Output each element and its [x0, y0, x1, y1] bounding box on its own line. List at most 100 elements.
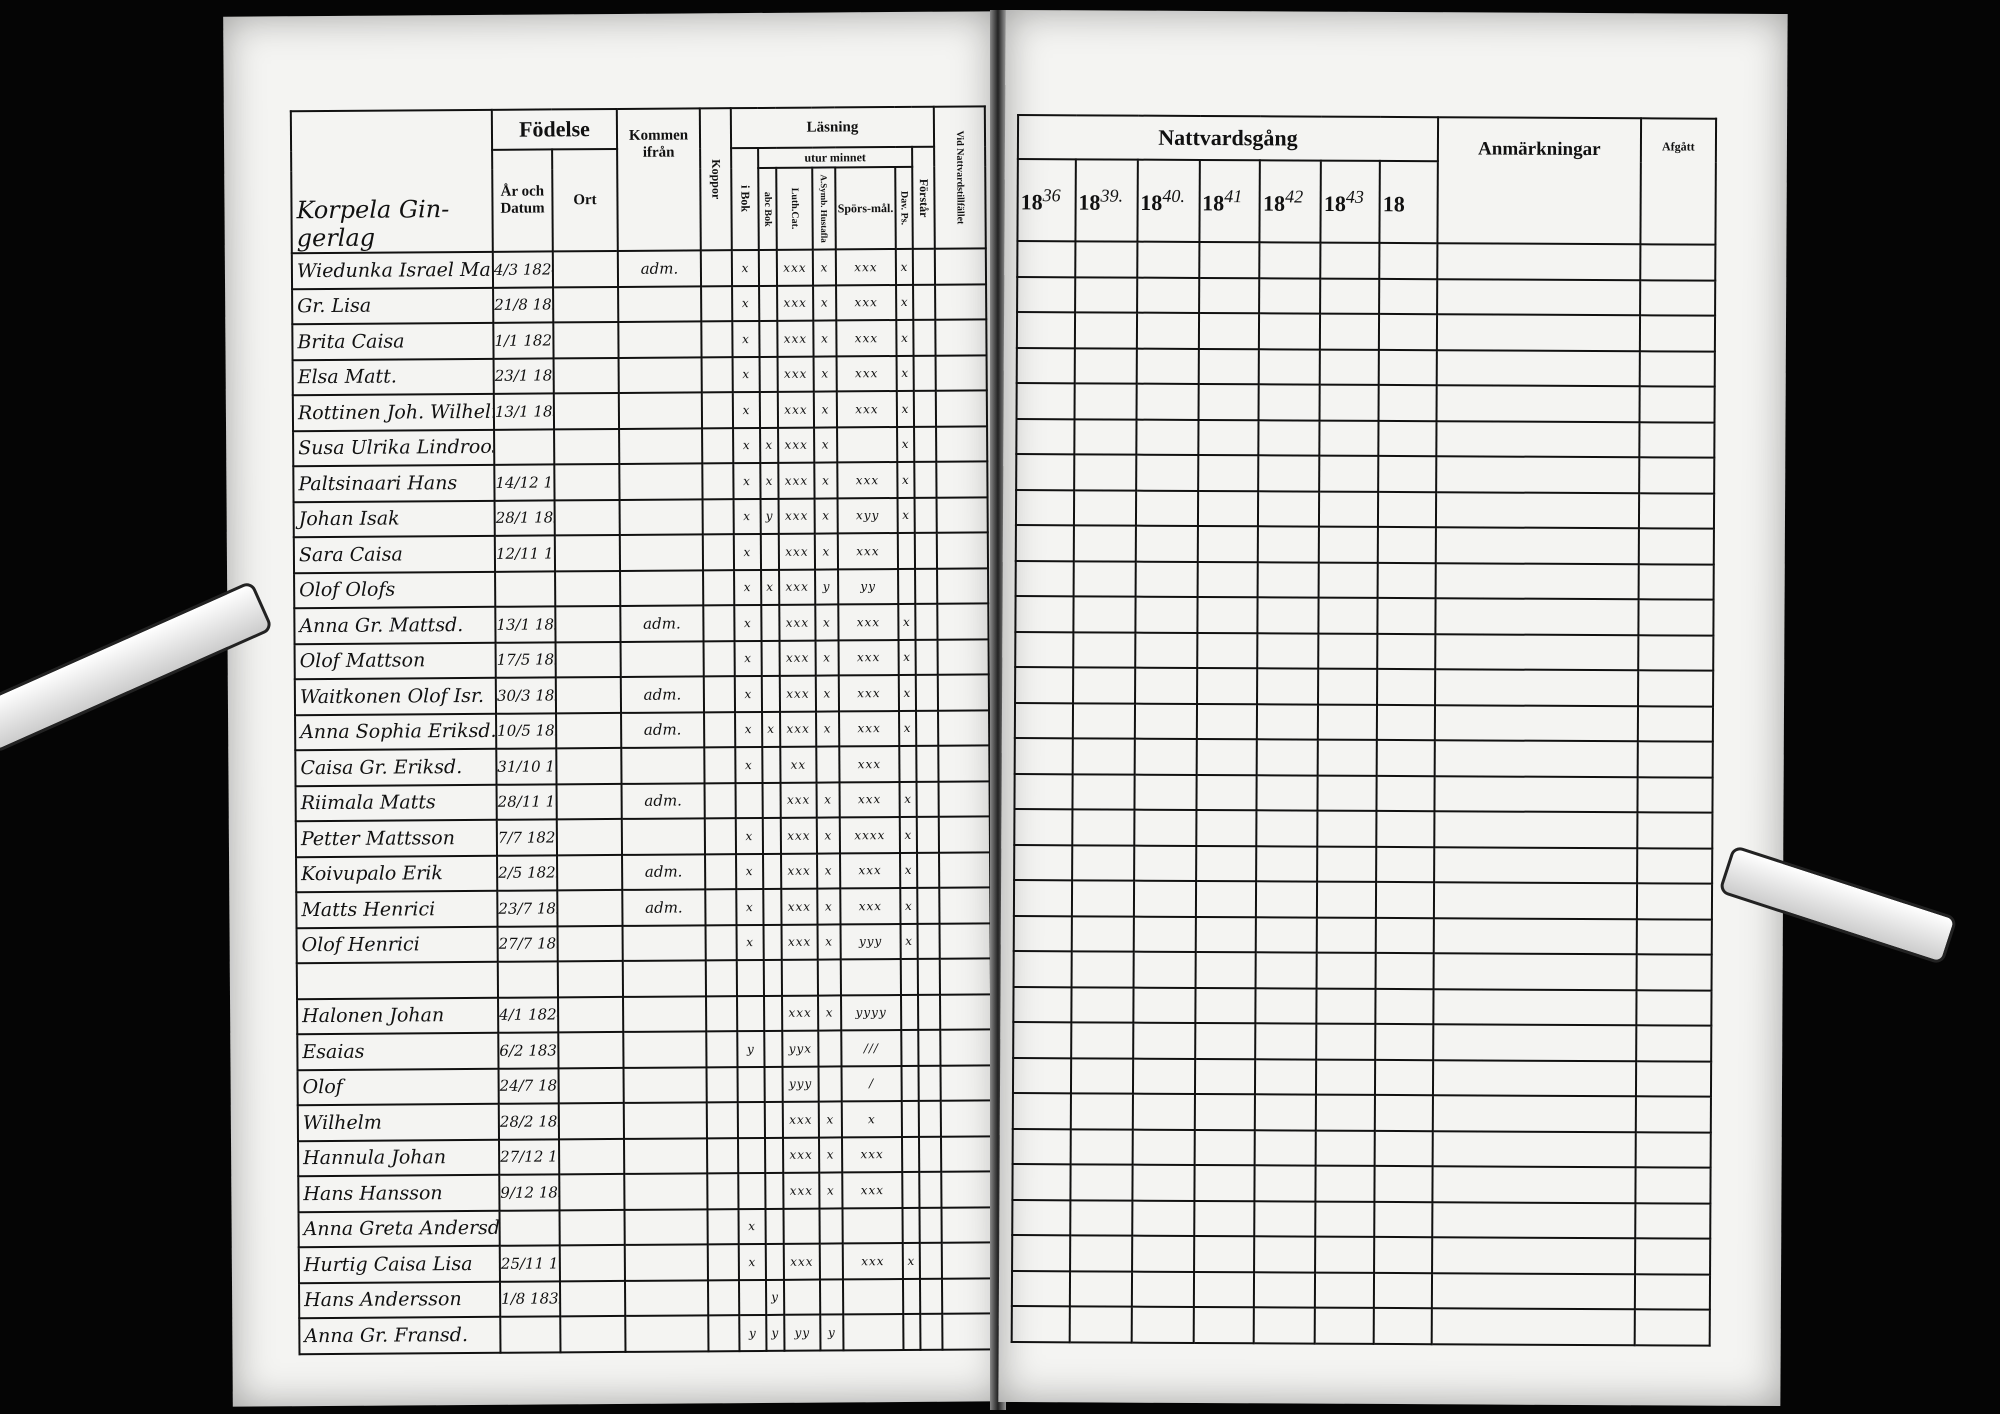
communion-cell [1198, 348, 1260, 385]
communion-cell [1133, 880, 1196, 917]
birth-date: 17/5 1826 [495, 641, 556, 678]
communion-cell [1636, 883, 1713, 920]
communion-cell [1196, 703, 1258, 740]
communion-cell [1377, 562, 1436, 599]
reading-mark [902, 1207, 920, 1243]
reading-mark: x [819, 1136, 843, 1173]
communion-cell [1376, 739, 1435, 776]
communion-cell [1134, 703, 1197, 739]
communion-row [1016, 418, 1715, 458]
communion-cell [1375, 988, 1434, 1025]
reading-mark [736, 959, 765, 996]
communion-cell [1012, 1057, 1071, 1094]
came-from [619, 534, 704, 571]
communion-cell [1073, 454, 1137, 491]
communion-cell [1195, 951, 1257, 988]
reading-mark: x [738, 1208, 766, 1245]
communion-cell [1134, 632, 1197, 668]
birth-date: 27/12 1828 [499, 1138, 560, 1175]
communion-cell [1433, 953, 1637, 990]
communion-cell [1015, 631, 1074, 668]
reading-mark: x [900, 923, 918, 959]
empty-cell [914, 426, 937, 462]
birth-place [558, 1138, 625, 1175]
communion-cell [1073, 596, 1136, 633]
reading-mark: x [814, 497, 838, 534]
reading-mark: xxx [778, 427, 815, 463]
empty-cell [915, 674, 939, 711]
communion-cell [1432, 1130, 1636, 1168]
communion-cell [1013, 1022, 1072, 1058]
year-prefix: 18 [1140, 189, 1163, 215]
empty-cell [937, 638, 989, 675]
communion-cell [1254, 1307, 1316, 1344]
communion-cell [1636, 918, 1712, 955]
communion-cell [1373, 1307, 1432, 1344]
register-row: Olof Mattson 17/5 1826 x xxx x xxx x [294, 638, 989, 680]
register-row: Koivupalo Erik 2/5 1822 adm. x xxx x xxx x [296, 851, 991, 893]
register-row: Olof 24/7 1832 yyy / [297, 1064, 992, 1106]
forstar-header: Förstår [912, 146, 935, 249]
empty-cell [938, 816, 991, 853]
communion-row [1014, 773, 1713, 813]
communion-cell [1434, 811, 1638, 848]
reading-mark: xxx [782, 1101, 820, 1138]
reading-mark [784, 1279, 821, 1315]
nattvardsgang-header: Nattvardsgång [1017, 115, 1439, 162]
communion-cell [1016, 454, 1075, 490]
person-name: Halonen Johan [297, 997, 499, 1035]
birth-date: 13/1 1825 [495, 606, 556, 643]
communion-cell [1431, 1308, 1635, 1345]
empty-cell [918, 1100, 942, 1137]
communion-year-header: 1836 [1017, 159, 1076, 242]
register-row: Anna Sophia Eriksd. 10/5 1825 adm. x x xxx x xx… [295, 709, 990, 751]
empty-cell [703, 605, 735, 641]
empty-cell [937, 674, 990, 711]
came-from: adm. [620, 676, 705, 713]
communion-cell [1197, 454, 1259, 491]
reading-mark [761, 640, 780, 676]
communion-cell [1070, 1057, 1133, 1094]
communion-row [1015, 525, 1714, 565]
reading-mark: x [899, 710, 917, 747]
person-name: Brita Caisa [292, 322, 494, 360]
communion-row [1015, 489, 1715, 529]
communion-cell [1320, 313, 1380, 350]
reading-mark: xxx [836, 355, 897, 392]
spors-mal-header: Spörs-mål. [835, 167, 896, 250]
communion-cell [1639, 386, 1715, 423]
communion-cell [1193, 1164, 1256, 1201]
person-name [296, 961, 499, 999]
communion-cell [1016, 418, 1075, 455]
empty-cell [937, 567, 989, 604]
empty-cell [913, 319, 936, 356]
communion-cell [1196, 632, 1258, 669]
reading-mark: xxx [836, 284, 897, 321]
empty-cell [703, 676, 736, 712]
register-row: Anna Gr. Mattsd. 13/1 1825 adm. x xxx x xxx x [294, 603, 989, 644]
communion-cell [1635, 1060, 1712, 1097]
year-prefix: 18 [1202, 190, 1225, 216]
reading-mark [764, 1101, 784, 1138]
person-name: Anna Gr. Fransd. [299, 1316, 501, 1354]
communion-cell [1433, 988, 1637, 1026]
empty-cell [938, 745, 990, 782]
communion-cell [1194, 987, 1256, 1024]
came-from [621, 818, 706, 855]
reading-mark: x [816, 781, 840, 818]
communion-cell [1256, 774, 1318, 811]
person-name: Hurtig Caisa Lisa [298, 1245, 500, 1283]
birth-date: 7/7 1828 [496, 819, 558, 856]
communion-cell [1197, 525, 1259, 562]
communion-cell [1136, 383, 1199, 420]
communion-cell [1434, 669, 1639, 706]
communion-cell [1193, 1271, 1255, 1308]
communion-cell [1258, 384, 1320, 421]
reading-mark: x [733, 427, 761, 464]
reading-mark: y [737, 1030, 765, 1067]
register-row: Olof Olofs x x xxx y yy [294, 567, 989, 609]
communion-cell [1318, 562, 1378, 598]
communion-row [1012, 1164, 1711, 1204]
communion-cell [1378, 384, 1437, 421]
empty-cell [707, 1173, 739, 1209]
